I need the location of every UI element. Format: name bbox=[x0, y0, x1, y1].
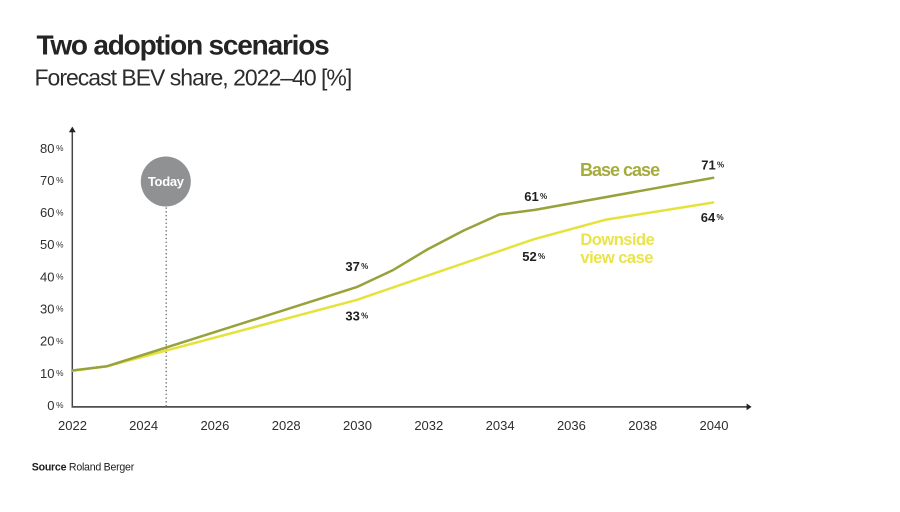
svg-text:0: 0 bbox=[47, 398, 54, 413]
svg-text:33%: 33% bbox=[345, 309, 368, 324]
svg-text:2040: 2040 bbox=[700, 418, 729, 433]
svg-text:2038: 2038 bbox=[628, 418, 657, 433]
svg-text:%: % bbox=[56, 304, 64, 314]
svg-text:2022: 2022 bbox=[58, 418, 87, 433]
svg-text:Source Roland Berger: Source Roland Berger bbox=[32, 461, 135, 473]
svg-text:20: 20 bbox=[40, 334, 54, 349]
svg-text:80: 80 bbox=[40, 141, 54, 156]
svg-text:%: % bbox=[56, 239, 64, 249]
svg-text:%: % bbox=[56, 207, 64, 217]
svg-text:2026: 2026 bbox=[200, 418, 229, 433]
svg-text:Forecast BEV share, 2022–40 [%: Forecast BEV share, 2022–40 [%] bbox=[35, 65, 352, 91]
svg-text:2034: 2034 bbox=[486, 418, 515, 433]
svg-text:2036: 2036 bbox=[557, 418, 586, 433]
svg-text:Two adoption scenarios: Two adoption scenarios bbox=[37, 30, 330, 61]
svg-text:2032: 2032 bbox=[414, 418, 443, 433]
svg-text:50: 50 bbox=[40, 237, 54, 252]
svg-text:37%: 37% bbox=[345, 259, 368, 274]
svg-text:%: % bbox=[56, 143, 64, 153]
svg-text:2028: 2028 bbox=[272, 418, 301, 433]
svg-text:40: 40 bbox=[40, 269, 54, 284]
svg-text:%: % bbox=[56, 272, 64, 282]
svg-text:2024: 2024 bbox=[129, 418, 158, 433]
svg-text:70: 70 bbox=[40, 173, 54, 188]
svg-text:view case: view case bbox=[580, 249, 653, 267]
svg-text:Downside: Downside bbox=[580, 231, 654, 249]
svg-text:10: 10 bbox=[40, 366, 54, 381]
svg-text:Today: Today bbox=[148, 174, 185, 189]
svg-text:%: % bbox=[56, 175, 64, 185]
svg-text:%: % bbox=[56, 400, 64, 410]
svg-text:%: % bbox=[56, 368, 64, 378]
svg-text:64%: 64% bbox=[701, 210, 724, 225]
svg-text:30: 30 bbox=[40, 302, 54, 317]
svg-text:60: 60 bbox=[40, 205, 54, 220]
svg-text:Base case: Base case bbox=[580, 160, 660, 180]
svg-text:2030: 2030 bbox=[343, 418, 372, 433]
svg-text:71%: 71% bbox=[701, 157, 724, 172]
svg-text:%: % bbox=[56, 336, 64, 346]
svg-text:61%: 61% bbox=[524, 189, 547, 204]
svg-text:52%: 52% bbox=[522, 249, 545, 264]
